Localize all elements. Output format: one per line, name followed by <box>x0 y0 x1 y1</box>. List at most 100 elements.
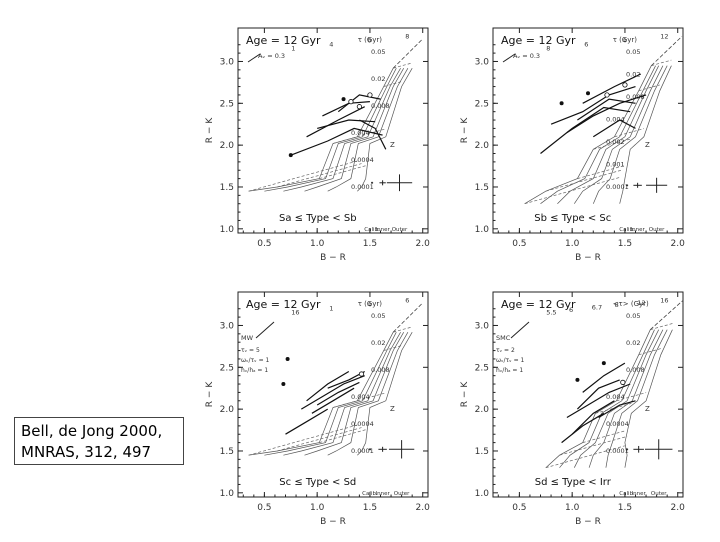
metallicity-label: 0.001 <box>606 161 625 169</box>
age-track <box>614 128 644 138</box>
age-track <box>277 163 362 188</box>
y-tick-label: 1.0 <box>220 225 235 235</box>
y-axis-label: R − K <box>460 117 470 144</box>
y-tick-label: 1.5 <box>220 183 234 193</box>
y-axis-label: R − K <box>205 381 215 408</box>
data-dot <box>285 356 290 361</box>
x-tick-label: 2.0 <box>416 239 431 249</box>
open-marker <box>604 92 610 98</box>
panel-title: Age = 12 Gyr <box>246 298 321 311</box>
age-track <box>332 396 370 408</box>
metallicity-track <box>619 65 672 204</box>
dust-legend-line: τᵥ = 2 <box>496 347 515 354</box>
galaxy-profile <box>322 101 370 117</box>
metallicity-track <box>327 332 409 456</box>
age-track <box>277 427 362 452</box>
age-track <box>582 430 625 443</box>
tau-tick-label: 4 <box>329 40 333 48</box>
galaxy-profile <box>306 370 350 402</box>
y-tick-label: 3.0 <box>475 321 490 331</box>
reddening-label: Aᵥ = 0.3 <box>258 52 285 60</box>
age-track <box>638 348 661 356</box>
x-tick-label: 0.5 <box>512 239 526 249</box>
metallicity-label: 0.05 <box>371 312 385 320</box>
age-track <box>393 326 413 333</box>
x-axis-label: B − R <box>320 517 346 527</box>
age-sequence-line <box>392 38 424 69</box>
age-track <box>593 138 631 150</box>
dust-legend-line: ωᵥ/τᵥ = 1 <box>241 357 270 364</box>
x-axis-label: B − R <box>320 253 346 263</box>
age-track <box>332 132 370 144</box>
metallicity-track <box>540 65 656 204</box>
age-track <box>638 84 660 92</box>
age-track <box>650 323 673 331</box>
tau-tick-label: 8 <box>615 301 619 309</box>
galaxy-profile <box>566 383 631 419</box>
y-axis-label: R − K <box>460 381 470 408</box>
z-label: Z <box>645 405 650 413</box>
age-track <box>577 165 625 179</box>
tau-tick-label: 4 <box>367 300 371 308</box>
x-axis-label: B − R <box>575 253 601 263</box>
x-tick-label: 2.0 <box>671 239 686 249</box>
tau-tick-label: 6 <box>569 306 573 314</box>
error-label: Calib. <box>619 227 635 233</box>
z-label: Z <box>390 141 395 149</box>
metallicity-track <box>574 65 664 204</box>
dust-legend-line: hᵥ/hₐ = 1 <box>496 367 523 374</box>
metallicity-track <box>524 65 652 205</box>
galaxy-profile <box>285 408 329 435</box>
galaxy-profile <box>550 86 636 125</box>
metallicity-track <box>592 65 668 204</box>
reddening-label: Aᵥ = 0.3 <box>513 52 540 60</box>
metallicity-track <box>624 329 673 468</box>
error-label: Calib. <box>362 491 378 497</box>
galaxy-profile <box>540 106 631 154</box>
metallicity-label: 0.004 <box>351 393 370 401</box>
metallicity-track <box>357 68 413 192</box>
tau-tick-label: 4 <box>622 36 626 44</box>
y-tick-label: 2.5 <box>475 99 489 109</box>
dust-model-arrow <box>255 321 275 339</box>
dust-legend-line: ωᵥ/τᵥ = 1 <box>496 357 525 364</box>
galaxy-profile <box>317 119 376 129</box>
metallicity-label: 0.05 <box>371 48 385 56</box>
error-label: Outer <box>392 227 408 233</box>
reddening-arrow <box>502 53 516 63</box>
metallicity-label: 0.0004 <box>351 156 374 164</box>
metallicity-track <box>283 332 401 456</box>
metallicity-label: 0.008 <box>626 366 645 374</box>
galaxy-profile <box>577 98 636 121</box>
error-label: Inner <box>632 491 647 497</box>
galaxy-profile <box>316 381 360 406</box>
x-axis-label: B − R <box>575 517 601 527</box>
data-dot <box>341 97 346 102</box>
age-track <box>319 429 366 443</box>
age-track <box>248 424 358 456</box>
galaxy-profile <box>300 375 365 410</box>
tau-tick-label: 12 <box>637 299 645 307</box>
y-tick-label: 2.0 <box>475 141 490 151</box>
tau-tick-label: 8 <box>405 32 409 40</box>
z-label: Z <box>645 141 650 149</box>
panel-title: Age = 12 Gyr <box>246 34 321 47</box>
tau-tick-label: 16 <box>291 308 299 316</box>
metallicity-track <box>248 332 394 456</box>
age-track <box>319 165 366 179</box>
open-marker <box>348 99 354 105</box>
y-tick-label: 1.0 <box>475 489 490 499</box>
y-tick-label: 2.5 <box>220 363 234 373</box>
age-track <box>383 81 402 87</box>
x-tick-label: 1.5 <box>363 239 377 249</box>
x-tick-label: 1.5 <box>618 503 632 513</box>
error-label: Calib. <box>364 227 380 233</box>
x-tick-label: 0.5 <box>257 239 271 249</box>
metallicity-track <box>327 68 409 192</box>
tau-tick-label: 6 <box>367 36 371 44</box>
metallicity-track <box>304 68 405 192</box>
galaxy-profile <box>571 400 615 435</box>
x-tick-label: 2.0 <box>416 503 431 513</box>
citation-line-2: MNRAS, 312, 497 <box>21 443 152 461</box>
x-tick-label: 0.5 <box>512 503 526 513</box>
